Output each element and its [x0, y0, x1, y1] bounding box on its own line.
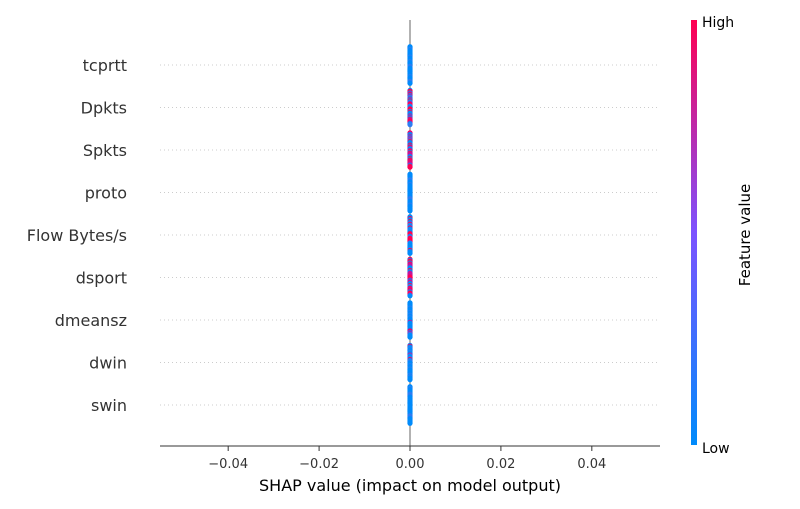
feature-label: Flow Bytes/s [27, 226, 127, 245]
feature-label: proto [85, 184, 127, 203]
shap-point [407, 80, 413, 86]
feature-labels: tcprtt Dpkts Spkts proto Flow Bytes/s dsport d… [27, 56, 127, 415]
shap-point [407, 122, 413, 128]
x-tick-label: 0.02 [486, 457, 515, 472]
feature-label: dsport [76, 269, 127, 288]
x-tick-label: −0.02 [299, 457, 339, 472]
shap-point [407, 334, 413, 340]
feature-label: tcprtt [83, 56, 127, 75]
colorbar-gradient [691, 20, 697, 445]
shap-point [407, 208, 413, 214]
shap-point [407, 250, 413, 256]
feature-label: Dpkts [81, 99, 127, 118]
shap-point [407, 377, 413, 383]
shap-point [407, 420, 413, 426]
colorbar-high-label: High [702, 15, 734, 31]
x-axis-title: SHAP value (impact on model output) [259, 476, 561, 495]
colorbar-title: Feature value [736, 184, 754, 286]
feature-label: dwin [89, 354, 127, 373]
x-tick-label: 0.04 [577, 457, 606, 472]
colorbar: High Low Feature value [691, 15, 754, 457]
feature-label: Spkts [83, 141, 127, 160]
colorbar-low-label: Low [702, 441, 730, 457]
shap-point [407, 293, 413, 299]
feature-label: swin [91, 396, 127, 415]
x-tick-label: 0.00 [396, 457, 425, 472]
shap-point [407, 164, 413, 170]
x-axis-ticks: −0.04 −0.02 0.00 0.02 0.04 [208, 446, 606, 472]
shap-points [407, 44, 413, 426]
feature-label: dmeansz [55, 311, 127, 330]
grid-lines [160, 64, 660, 406]
x-tick-label: −0.04 [208, 457, 248, 472]
